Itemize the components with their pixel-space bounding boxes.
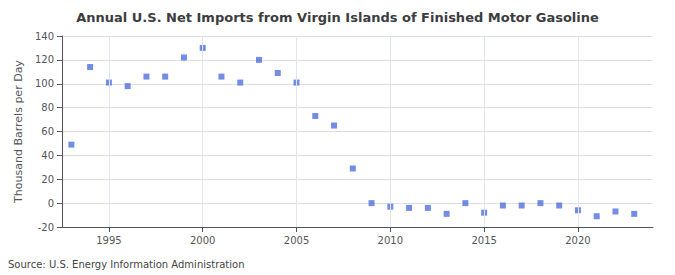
svg-text:60: 60 — [41, 126, 54, 137]
svg-text:-20: -20 — [38, 222, 54, 233]
svg-text:100: 100 — [35, 78, 54, 89]
svg-text:Source: U.S. Energy Informatio: Source: U.S. Energy Information Administ… — [8, 259, 245, 270]
svg-text:2000: 2000 — [190, 235, 215, 246]
svg-text:140: 140 — [35, 31, 54, 42]
svg-text:2005: 2005 — [284, 235, 309, 246]
svg-text:1995: 1995 — [96, 235, 121, 246]
svg-text:120: 120 — [35, 54, 54, 65]
svg-text:Annual U.S. Net Imports from V: Annual U.S. Net Imports from Virgin Isla… — [76, 10, 599, 25]
svg-text:Thousand Barrels per Day: Thousand Barrels per Day — [12, 60, 25, 204]
svg-text:20: 20 — [41, 174, 54, 185]
svg-text:2015: 2015 — [471, 235, 496, 246]
svg-text:0: 0 — [48, 198, 54, 209]
svg-text:40: 40 — [41, 150, 54, 161]
svg-text:2020: 2020 — [565, 235, 590, 246]
svg-text:2010: 2010 — [378, 235, 403, 246]
svg-text:80: 80 — [41, 102, 54, 113]
